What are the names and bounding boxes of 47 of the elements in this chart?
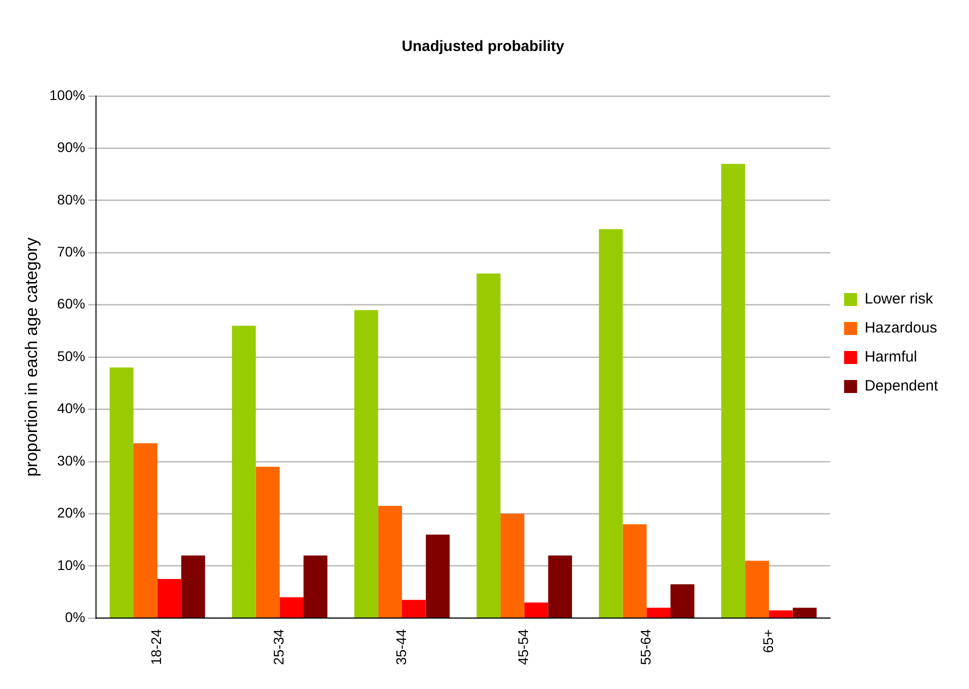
bar [670, 584, 694, 618]
bar [181, 556, 206, 618]
chart-title: Unadjusted probability [402, 38, 565, 56]
bar [426, 534, 450, 618]
bar [354, 310, 378, 618]
y-tick-label: 20% [57, 504, 86, 521]
x-tick-label: 18-24 [148, 628, 164, 666]
bar [721, 164, 746, 618]
bar [548, 556, 572, 618]
bar [378, 506, 402, 618]
y-tick-label: 100% [49, 86, 86, 103]
legend-label: Harmful [864, 348, 918, 366]
x-tick-label: 35-44 [392, 628, 409, 666]
bar [500, 514, 524, 618]
bar [304, 556, 328, 618]
y-tick-label: 80% [57, 191, 86, 208]
y-tick-label: 90% [57, 139, 86, 156]
bar [792, 608, 817, 618]
bar [232, 326, 256, 618]
x-tick-label: 65+ [760, 629, 776, 653]
bar [768, 610, 793, 618]
x-tick-label: 45-54 [515, 628, 532, 666]
bar [646, 608, 670, 618]
bar [476, 274, 500, 618]
legend-label: Lower risk [864, 290, 934, 308]
x-tick-label: 25-34 [270, 628, 287, 666]
bar [524, 602, 548, 618]
bar [110, 368, 134, 618]
y-tick-label: 10% [57, 556, 86, 573]
bar [402, 600, 426, 618]
bar [598, 229, 623, 618]
legend-label: Dependent [864, 378, 939, 395]
y-tick-label: 40% [57, 400, 86, 416]
y-tick-label: 60% [57, 296, 86, 312]
bar [622, 524, 647, 618]
y-tick-label: 70% [57, 244, 86, 260]
bar [280, 597, 304, 618]
bar [256, 466, 280, 618]
y-tick-label: 30% [57, 452, 86, 468]
bar [157, 579, 182, 618]
legend-label: Hazardous [864, 320, 938, 337]
bar [134, 443, 158, 618]
y-tick-label: 0% [64, 609, 86, 626]
bar [745, 560, 769, 618]
y-tick-label: 50% [57, 348, 86, 364]
x-tick-label: 55-64 [637, 628, 654, 666]
y-axis-title: proportion in each age category [22, 237, 41, 477]
